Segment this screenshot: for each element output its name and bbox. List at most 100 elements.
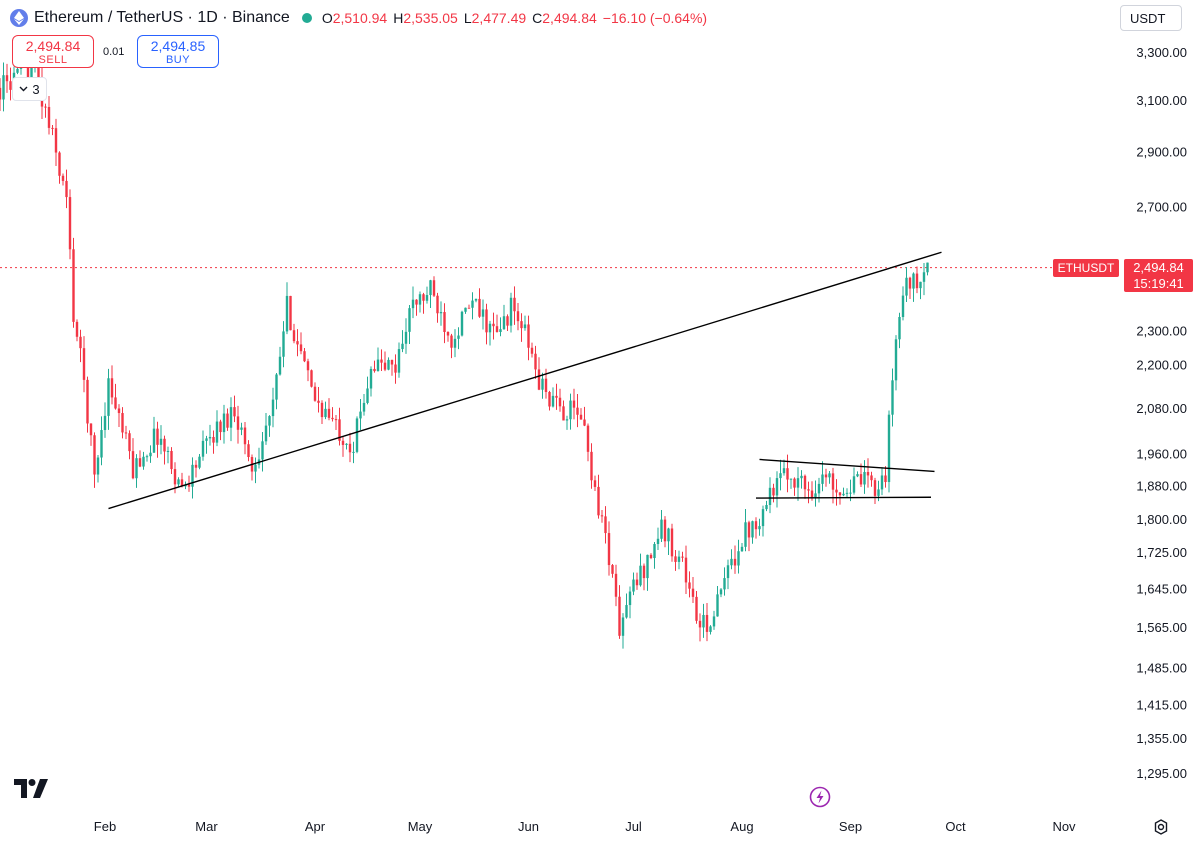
candle-body bbox=[275, 374, 278, 400]
candle-body bbox=[89, 423, 93, 436]
candle-body bbox=[247, 444, 250, 458]
candle-body bbox=[737, 551, 740, 566]
candle-body bbox=[180, 479, 184, 487]
candle-body bbox=[926, 262, 929, 273]
candle-body bbox=[747, 522, 751, 538]
candle-body bbox=[173, 469, 177, 485]
y-tick-label: 1,485.00 bbox=[1136, 660, 1187, 675]
candle-body bbox=[114, 397, 117, 409]
candle-body bbox=[786, 468, 789, 480]
candle-body bbox=[268, 416, 271, 426]
candle-body bbox=[324, 408, 327, 418]
candle-body bbox=[558, 397, 562, 407]
candle-body bbox=[709, 626, 712, 632]
candle-body bbox=[369, 368, 373, 389]
candle-body bbox=[334, 419, 338, 421]
candle-body bbox=[415, 299, 418, 305]
candle-body bbox=[572, 400, 576, 408]
candle-body bbox=[562, 406, 565, 421]
candle-body bbox=[408, 308, 411, 332]
candle-body bbox=[313, 386, 317, 401]
candle-body bbox=[306, 361, 310, 371]
candle-body bbox=[758, 526, 761, 530]
candle-body bbox=[576, 407, 579, 415]
x-tick-label: May bbox=[408, 819, 433, 834]
candle-body bbox=[51, 127, 54, 129]
candle-body bbox=[506, 316, 509, 326]
candle-body bbox=[292, 330, 296, 342]
candle-body bbox=[569, 400, 572, 420]
trendline bbox=[108, 251, 942, 510]
trendline bbox=[755, 496, 932, 499]
candle-body bbox=[124, 432, 128, 434]
candle-body bbox=[635, 579, 639, 586]
candle-body bbox=[373, 368, 376, 372]
candle-body bbox=[201, 440, 205, 457]
candle-body bbox=[901, 295, 905, 318]
candle-body bbox=[170, 450, 173, 470]
y-tick-label: 1,355.00 bbox=[1136, 731, 1187, 746]
candle-body bbox=[439, 312, 443, 314]
lightning-icon[interactable] bbox=[809, 786, 831, 808]
candle-body bbox=[656, 538, 660, 545]
y-axis-labels: 3,300.00 3,100.00 2,900.00 2,700.00 2,300.00… bbox=[1136, 45, 1187, 781]
candle-body bbox=[264, 425, 268, 442]
candle-body bbox=[555, 395, 558, 398]
chart-header: Ethereum / TetherUS · 1D · Binance O2,51… bbox=[10, 6, 707, 30]
candle-body bbox=[47, 106, 51, 128]
candle-body bbox=[688, 582, 691, 589]
candle-body bbox=[212, 436, 215, 443]
candle-body bbox=[614, 573, 618, 597]
buy-button[interactable]: 2,494.85 BUY bbox=[137, 35, 219, 68]
candle-body bbox=[208, 436, 212, 439]
indicators-toggle-button[interactable]: 3 bbox=[12, 77, 47, 101]
candle-body bbox=[499, 329, 502, 332]
candle-body bbox=[205, 438, 208, 441]
candle-body bbox=[142, 456, 145, 467]
tradingview-logo-icon[interactable] bbox=[14, 779, 48, 798]
candle-body bbox=[681, 556, 684, 558]
trendline bbox=[759, 458, 935, 473]
candle-body bbox=[642, 565, 646, 579]
sell-button[interactable]: 2,494.84 SELL bbox=[12, 35, 94, 68]
candle-body bbox=[821, 474, 824, 484]
x-axis-labels: Feb Mar Apr May Jun Jul Aug Sep Oct Nov bbox=[94, 819, 1076, 834]
candle-body bbox=[702, 614, 705, 628]
candle-body bbox=[229, 407, 233, 428]
candle-body bbox=[75, 321, 79, 337]
candle-body bbox=[243, 427, 247, 445]
candle-body bbox=[285, 295, 289, 332]
indicators-count: 3 bbox=[32, 81, 40, 97]
candle-body bbox=[800, 475, 803, 479]
candle-body bbox=[429, 280, 432, 296]
candle-body bbox=[219, 421, 222, 433]
candle-body bbox=[817, 483, 821, 494]
candle-body bbox=[362, 402, 366, 412]
price-tag-value: 2,494.84 bbox=[1133, 260, 1184, 275]
candle-body bbox=[831, 473, 835, 490]
candle-body bbox=[772, 487, 775, 496]
trendlines[interactable] bbox=[108, 251, 942, 510]
candle-body bbox=[121, 413, 124, 433]
currency-selector[interactable]: USDT bbox=[1120, 5, 1182, 31]
candle-body bbox=[58, 152, 61, 176]
x-tick-label: Feb bbox=[94, 819, 116, 834]
candle-body bbox=[632, 579, 635, 592]
candle-body bbox=[712, 616, 716, 627]
settings-gear-icon[interactable] bbox=[1152, 818, 1170, 836]
candle-body bbox=[674, 556, 677, 562]
symbol-title[interactable]: Ethereum / TetherUS · 1D · Binance bbox=[34, 9, 290, 26]
candle-body bbox=[845, 492, 849, 494]
candle-body bbox=[296, 341, 299, 345]
market-status-icon[interactable] bbox=[301, 13, 312, 23]
x-tick-label: Mar bbox=[195, 819, 218, 834]
candle-body bbox=[691, 588, 695, 597]
candle-body bbox=[481, 309, 485, 317]
candle-body bbox=[194, 464, 198, 468]
candle-body bbox=[425, 295, 429, 301]
chevron-down-icon bbox=[19, 86, 28, 92]
candle-body bbox=[695, 596, 698, 621]
candle-body bbox=[898, 317, 901, 340]
candle-body bbox=[884, 475, 887, 483]
